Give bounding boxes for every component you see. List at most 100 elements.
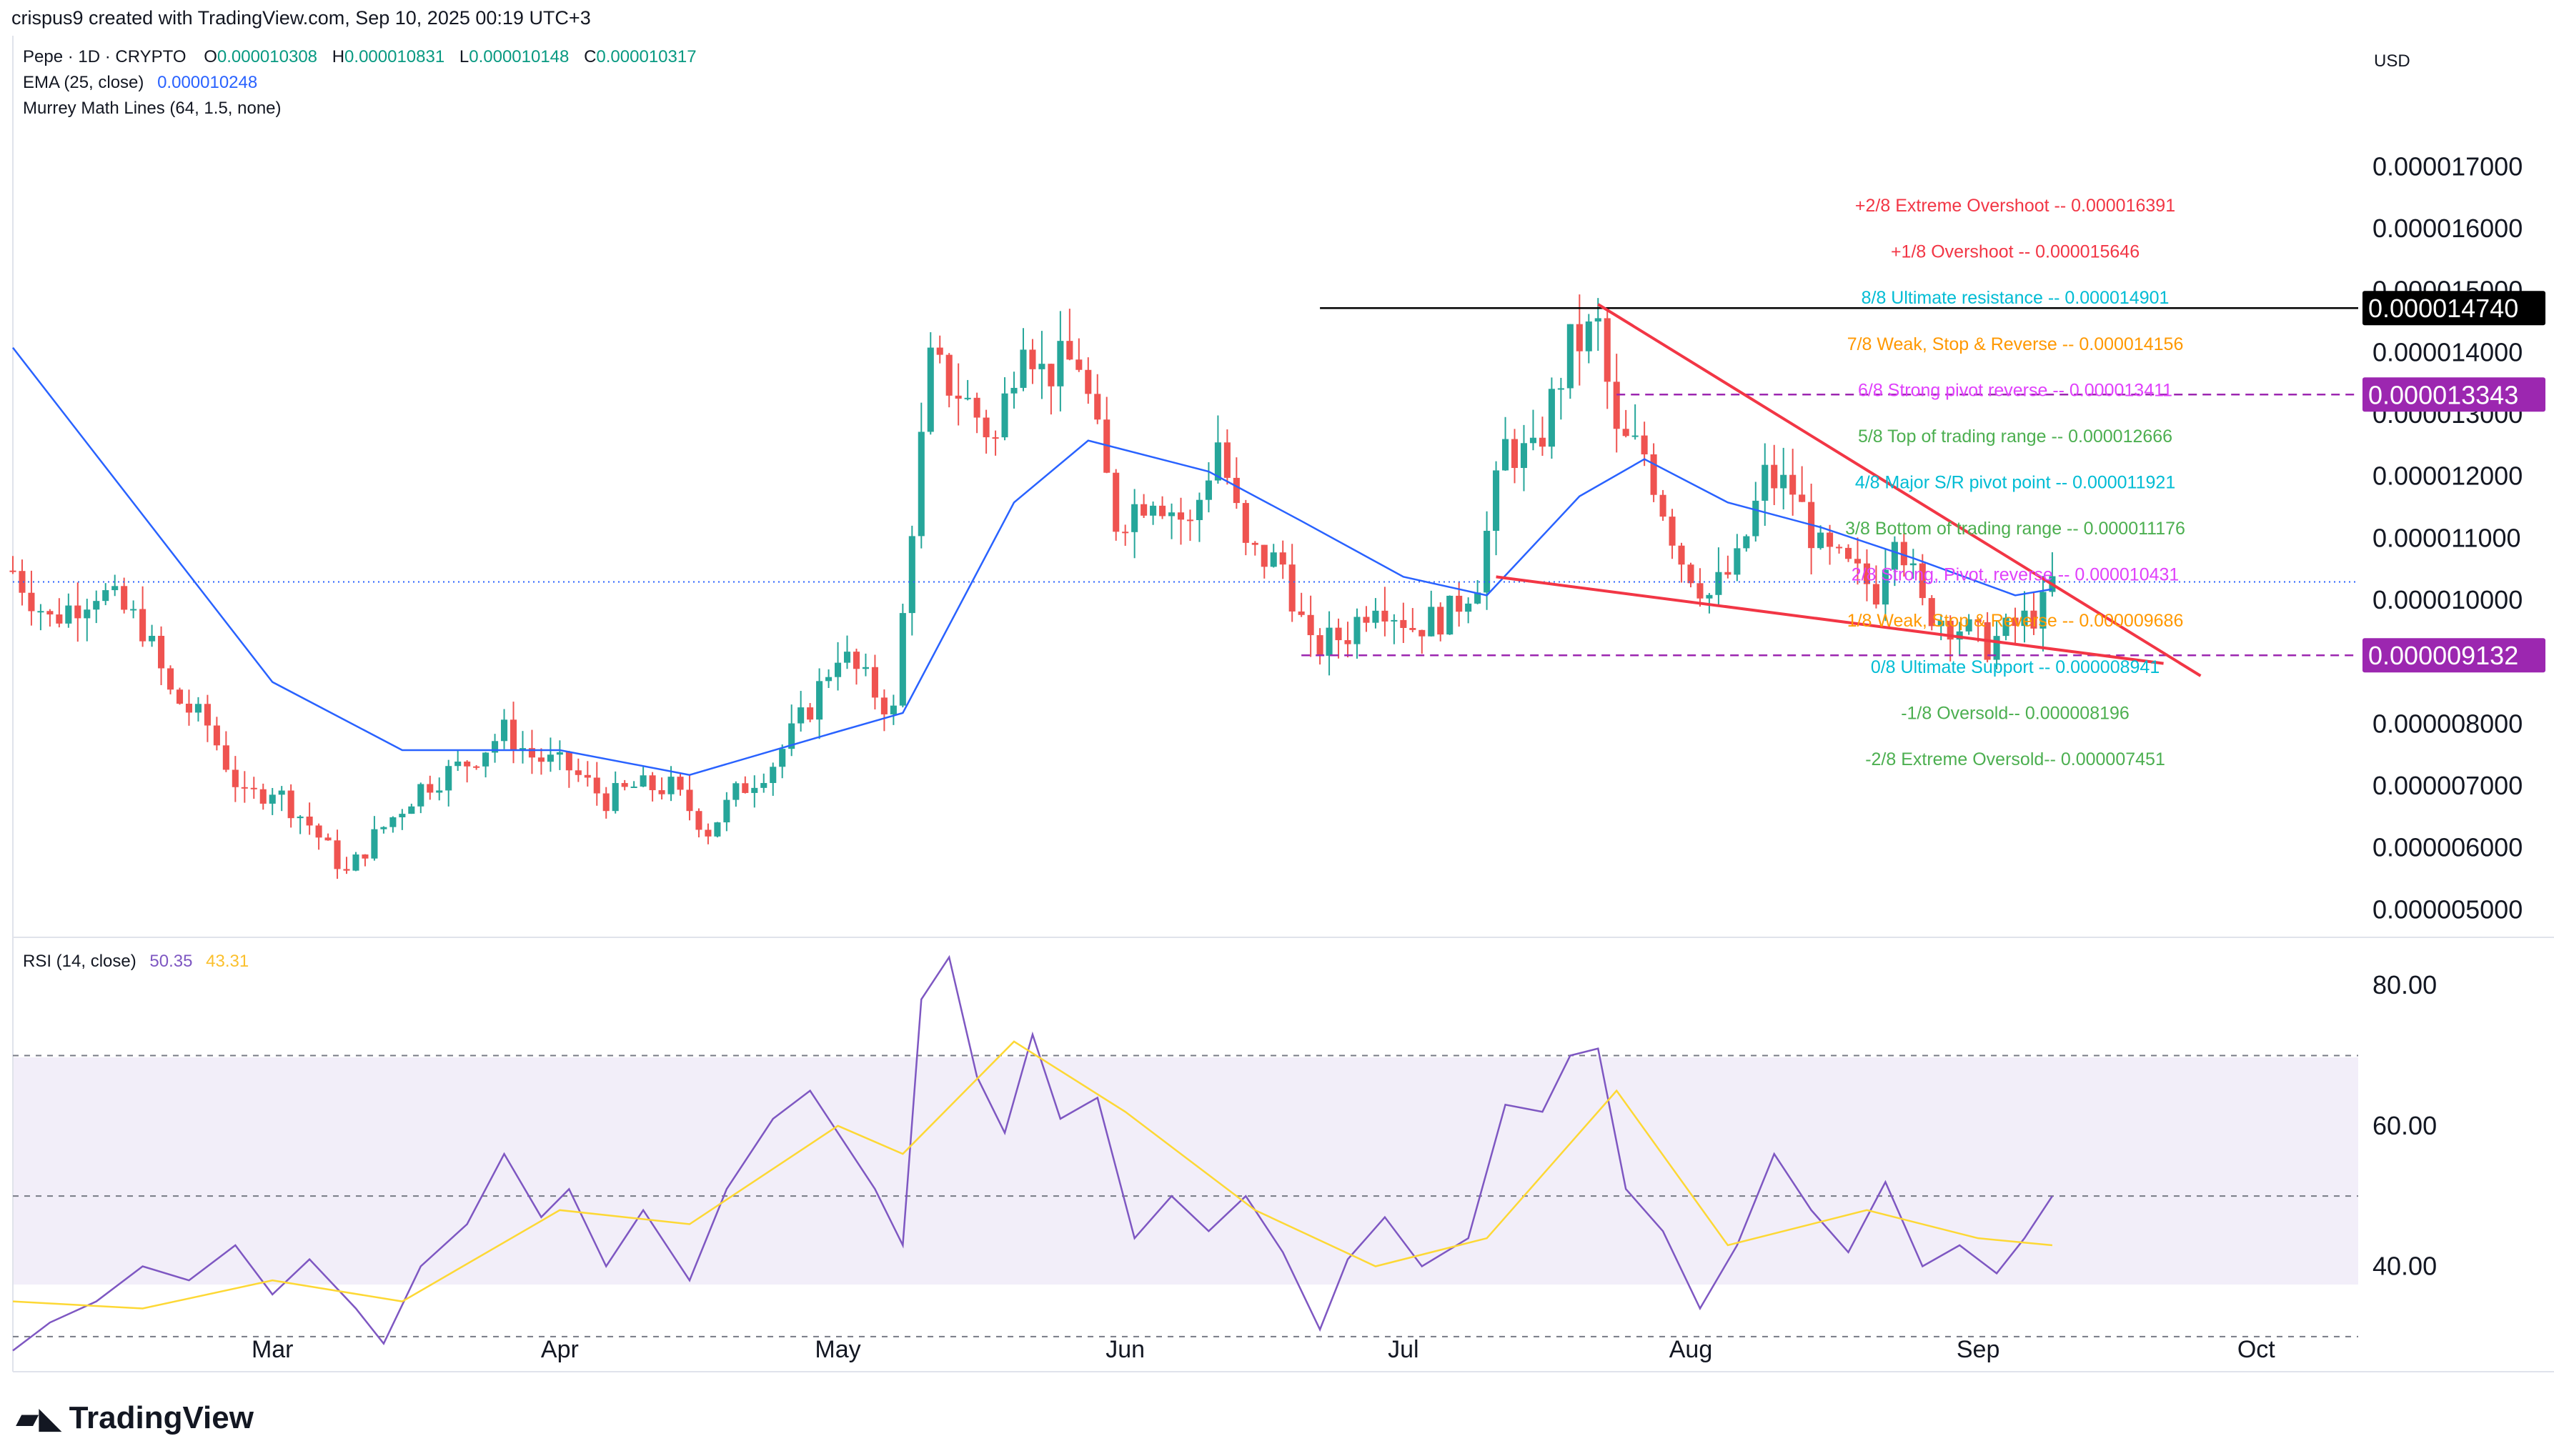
- candle-body: [1844, 547, 1852, 559]
- candle-body: [1974, 619, 1982, 622]
- ema-legend[interactable]: EMA (25, close) 0.000010248: [23, 73, 257, 93]
- candle-body: [1150, 505, 1157, 516]
- candle-body: [1298, 611, 1305, 615]
- candle-body: [1539, 437, 1546, 447]
- candle-body: [1409, 627, 1416, 630]
- candle-body: [1780, 474, 1787, 489]
- candle-body: [93, 601, 100, 610]
- tradingview-logo-text: TradingView: [69, 1400, 254, 1435]
- candle-body: [334, 840, 341, 869]
- candle-body: [1418, 629, 1426, 637]
- currency-label[interactable]: USD: [2374, 51, 2410, 71]
- candle-body: [1956, 631, 1963, 640]
- candle-body: [297, 817, 304, 819]
- candle-body: [1827, 532, 1834, 547]
- candle-body: [194, 704, 202, 713]
- tradingview-logo-icon: ▰◣: [16, 1401, 62, 1435]
- candle-body: [677, 777, 684, 790]
- candle-body: [1057, 341, 1064, 387]
- candle-body: [278, 790, 285, 795]
- candle-body: [1279, 552, 1286, 565]
- candle-body: [46, 611, 54, 615]
- symbol-legend[interactable]: Pepe · 1D · CRYPTO O0.000010308 H0.00001…: [23, 47, 697, 67]
- candle-body: [500, 719, 508, 742]
- candle-body: [1622, 429, 1629, 437]
- time-tick-label: May: [815, 1336, 860, 1363]
- candle-body: [1799, 494, 1806, 502]
- candle-body: [1391, 619, 1398, 622]
- candle-body: [1484, 530, 1491, 593]
- candle-body: [399, 814, 406, 817]
- candle-body: [1891, 542, 1898, 570]
- candle-body: [853, 652, 860, 669]
- rsi-legend[interactable]: RSI (14, close) 50.35 43.31: [23, 952, 249, 972]
- candle-body: [380, 827, 387, 829]
- wedge-trendline: [1496, 575, 2164, 665]
- candle-body: [1743, 536, 1750, 549]
- candle-body: [1233, 477, 1240, 504]
- candle-body: [1678, 545, 1685, 565]
- candle-body: [1094, 394, 1101, 420]
- candle-body: [1075, 359, 1083, 370]
- candle-body: [1659, 494, 1666, 517]
- candle-body: [1196, 499, 1203, 520]
- candle-body: [1715, 572, 1722, 595]
- candle-body: [1993, 636, 2000, 660]
- price-badge: [2362, 638, 2545, 673]
- time-tick-label: Apr: [541, 1336, 579, 1363]
- ohlc-open-value: 0.000010308: [217, 47, 318, 66]
- candle-body: [1696, 583, 1704, 599]
- time-tick-label: Aug: [1669, 1336, 1713, 1363]
- price-tick-label: 0.000012000: [2372, 462, 2523, 491]
- candle-body: [287, 790, 294, 819]
- candle-body: [537, 757, 545, 762]
- candle-body: [1214, 442, 1221, 481]
- candle-body: [1557, 388, 1564, 390]
- candle-body: [37, 611, 44, 613]
- candle-body: [797, 707, 805, 724]
- candle-body: [843, 652, 851, 663]
- candle-body: [1511, 439, 1519, 469]
- candle-body: [732, 783, 740, 800]
- candle-body: [1446, 595, 1454, 635]
- murrey-legend[interactable]: Murrey Math Lines (64, 1.5, none): [23, 99, 282, 119]
- candle-body: [556, 752, 563, 755]
- time-tick-label: Sep: [1957, 1336, 2000, 1363]
- murrey-level-label: +2/8 Extreme Overshoot -- 0.000016391: [1855, 196, 2175, 216]
- candle-body: [139, 609, 146, 642]
- candle-body: [834, 662, 842, 677]
- candle-body: [1456, 595, 1463, 612]
- price-tick-label: 0.000016000: [2372, 214, 2523, 243]
- candle-body: [28, 592, 35, 612]
- candle-body: [259, 789, 267, 804]
- murrey-level-label: 0/8 Ultimate Support -- 0.000008941: [1871, 657, 2160, 677]
- tradingview-logo[interactable]: ▰◣ TradingView: [16, 1400, 254, 1436]
- candle-body: [324, 837, 332, 841]
- rsi-tick-label: 40.00: [2372, 1252, 2437, 1281]
- candle-body: [74, 605, 81, 619]
- candle-body: [1131, 504, 1138, 532]
- candle-body: [149, 636, 156, 642]
- price-tick-label: 0.000014000: [2372, 337, 2523, 367]
- candle-body: [630, 786, 637, 788]
- ema-line: [12, 346, 2053, 776]
- candle-body: [84, 609, 91, 619]
- candle-body: [723, 799, 730, 823]
- candle-body: [983, 417, 990, 438]
- candle-body: [1669, 517, 1676, 546]
- ohlc-open-label: O: [204, 47, 217, 66]
- rsi-ma-value: 43.31: [206, 952, 249, 971]
- candle-body: [1261, 544, 1268, 567]
- candle-body: [1585, 321, 1592, 351]
- candle-body: [1928, 598, 1935, 627]
- candle-body: [492, 741, 499, 753]
- candle-body: [880, 697, 888, 714]
- candle-body: [1548, 389, 1555, 447]
- time-tick-label: Jun: [1105, 1336, 1145, 1363]
- price-tick-label: 0.000007000: [2372, 771, 2523, 800]
- candle-body: [973, 397, 980, 418]
- candle-body: [1177, 512, 1185, 520]
- price-badge-label: 0.000009132: [2368, 641, 2518, 670]
- price-tick-label: 0.000010000: [2372, 585, 2523, 614]
